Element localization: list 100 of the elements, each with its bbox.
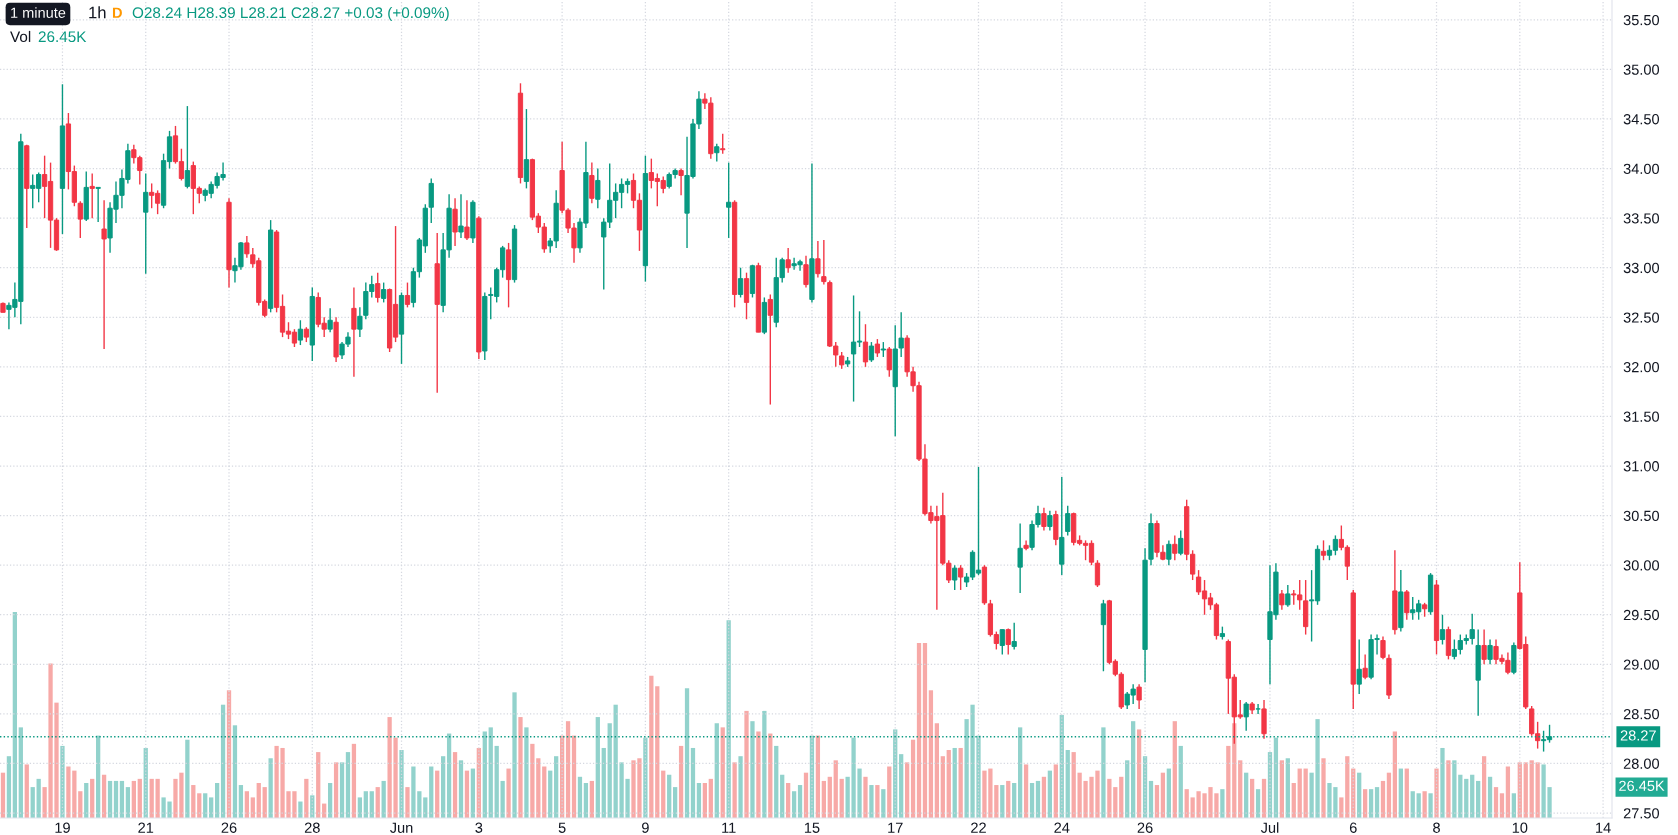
candlestick bbox=[464, 199, 470, 241]
candlestick bbox=[821, 239, 827, 286]
x-tick-label: 24 bbox=[1054, 822, 1070, 833]
y-tick-label: 30.00 bbox=[1623, 560, 1660, 571]
x-tick-label: 9 bbox=[642, 822, 649, 833]
candlestick bbox=[720, 133, 726, 155]
bar bbox=[351, 743, 357, 818]
candlestick bbox=[743, 271, 750, 320]
bar bbox=[1535, 762, 1540, 818]
bar bbox=[220, 704, 226, 818]
bar bbox=[655, 686, 660, 818]
bar bbox=[452, 752, 458, 818]
y-tick-label: 27.50 bbox=[1623, 808, 1660, 819]
x-tick-label: 15 bbox=[804, 822, 820, 833]
candlestick bbox=[862, 323, 869, 368]
candlestick bbox=[785, 247, 791, 274]
bar bbox=[131, 780, 136, 818]
bar bbox=[720, 727, 725, 818]
bar bbox=[684, 688, 690, 818]
bar bbox=[1047, 770, 1053, 818]
bar bbox=[1428, 793, 1433, 818]
bar bbox=[815, 735, 821, 818]
bar bbox=[423, 797, 428, 818]
chart-title: Vol bbox=[10, 30, 31, 43]
candlestick bbox=[1404, 589, 1410, 621]
text: 26.45K bbox=[1619, 780, 1665, 792]
candlestick bbox=[297, 319, 304, 346]
candlestick bbox=[244, 235, 250, 259]
candlestick bbox=[803, 255, 809, 289]
bar bbox=[268, 758, 273, 818]
bar bbox=[738, 756, 743, 818]
chart-subtitle: O28.24 H28.39 L28.21 C28.27 +0.03 (+0.09%) bbox=[132, 6, 449, 22]
x-tick-label: Jun bbox=[389, 822, 413, 833]
x-tick-label: 19 bbox=[55, 822, 70, 833]
candlestick bbox=[404, 281, 411, 309]
candlestick bbox=[1356, 638, 1362, 695]
candlestick bbox=[1011, 621, 1017, 651]
bar bbox=[1434, 768, 1439, 818]
candlestick bbox=[1178, 529, 1184, 556]
bar bbox=[595, 717, 600, 818]
candlestick bbox=[1041, 506, 1047, 532]
bar bbox=[1136, 729, 1142, 818]
bar bbox=[6, 756, 12, 818]
x-tick-label: 8 bbox=[1433, 822, 1440, 833]
candlestick bbox=[523, 108, 530, 190]
candlestick bbox=[868, 341, 875, 363]
bar bbox=[101, 774, 107, 818]
bar bbox=[1303, 768, 1308, 818]
bar bbox=[833, 760, 838, 818]
bar bbox=[744, 710, 749, 818]
bar bbox=[1440, 747, 1445, 818]
bar bbox=[678, 745, 684, 818]
bar bbox=[542, 766, 547, 818]
bar bbox=[458, 760, 464, 818]
bar bbox=[1226, 745, 1231, 818]
ref-line-label: 28.27 bbox=[1620, 730, 1656, 741]
bar bbox=[928, 690, 934, 818]
x-tick-label: Jul bbox=[1260, 822, 1279, 833]
x-tick-label: 21 bbox=[138, 822, 154, 833]
candlestick bbox=[815, 240, 821, 279]
bar bbox=[1178, 745, 1183, 818]
bar bbox=[756, 731, 761, 818]
candlestick bbox=[678, 167, 684, 197]
bar bbox=[512, 692, 517, 818]
candlestick bbox=[1094, 559, 1101, 588]
y-tick-label: 31.00 bbox=[1623, 461, 1660, 472]
bar bbox=[298, 801, 303, 818]
candlestick bbox=[1279, 589, 1285, 611]
x-tick-label: 26 bbox=[221, 822, 237, 833]
candlestick bbox=[1166, 539, 1172, 566]
bar bbox=[96, 735, 101, 818]
bar bbox=[1125, 760, 1130, 818]
bar bbox=[554, 756, 559, 818]
annotation: 26.45K bbox=[38, 31, 87, 43]
bar bbox=[1131, 721, 1136, 818]
candlestick bbox=[77, 200, 83, 239]
bar bbox=[904, 762, 910, 818]
y-tick-label: 31.50 bbox=[1623, 411, 1660, 422]
bar bbox=[1345, 756, 1350, 818]
bar bbox=[946, 750, 951, 818]
bar bbox=[863, 776, 868, 818]
candlestick bbox=[595, 167, 601, 209]
candlestick bbox=[737, 267, 744, 299]
bar bbox=[1053, 764, 1058, 818]
x-tick-label: 5 bbox=[558, 822, 566, 833]
bar bbox=[1481, 756, 1487, 818]
bar bbox=[316, 752, 321, 818]
bar bbox=[185, 739, 190, 818]
bar bbox=[1273, 737, 1279, 818]
bar bbox=[1172, 721, 1177, 818]
x-tick-label: 11 bbox=[722, 822, 736, 833]
bar bbox=[768, 733, 773, 818]
bar bbox=[1220, 789, 1225, 818]
bar bbox=[441, 756, 446, 818]
y-tick-label: 35.50 bbox=[1623, 14, 1660, 26]
bar bbox=[524, 727, 529, 818]
bar bbox=[910, 739, 916, 818]
bar bbox=[1523, 762, 1528, 818]
x-tick-label: 17 bbox=[888, 822, 903, 833]
candlestick bbox=[1285, 584, 1291, 608]
